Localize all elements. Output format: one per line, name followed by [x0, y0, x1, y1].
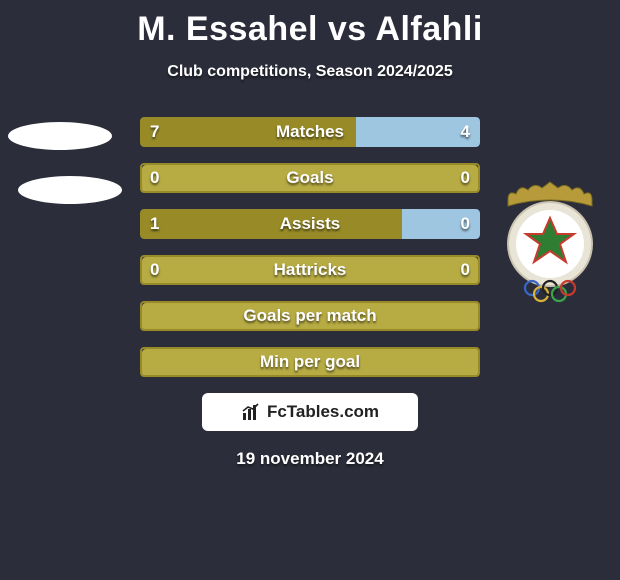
stat-value-right: 0 — [461, 209, 470, 239]
attribution-logo-icon — [241, 402, 261, 422]
stat-value-right: 0 — [461, 255, 470, 285]
stat-row: Hattricks0 0 — [0, 255, 620, 285]
attribution-text: FcTables.com — [267, 402, 379, 422]
stat-label: Goals per match — [140, 301, 480, 331]
stat-row: Goals per match — [0, 301, 620, 331]
page-title: M. Essahel vs Alfahli — [0, 0, 620, 49]
stat-value-left: 1 — [150, 209, 159, 239]
stat-label: Min per goal — [140, 347, 480, 377]
comparison-chart: Matches74Goals00Assists10Hattricks00Goal… — [0, 117, 620, 377]
stat-row: Goals0 0 — [0, 163, 620, 193]
stat-row: Min per goal — [0, 347, 620, 377]
generated-date: 19 november 2024 — [0, 449, 620, 469]
stat-value-left: 7 — [150, 117, 159, 147]
stat-value-right: 0 — [461, 163, 470, 193]
stat-row: Assists1 0 — [0, 209, 620, 239]
stat-label: Matches — [140, 117, 480, 147]
stat-label: Goals — [140, 163, 480, 193]
stat-row: Matches7 4 — [0, 117, 620, 147]
page-subtitle: Club competitions, Season 2024/2025 — [0, 63, 620, 81]
stat-label: Hattricks — [140, 255, 480, 285]
stat-value-left: 0 — [150, 163, 159, 193]
stat-label: Assists — [140, 209, 480, 239]
stat-value-left: 0 — [150, 255, 159, 285]
stat-value-right: 4 — [461, 117, 470, 147]
attribution-badge: FcTables.com — [202, 393, 418, 431]
